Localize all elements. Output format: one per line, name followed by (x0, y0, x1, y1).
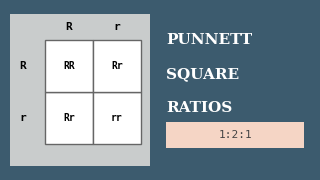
Text: PUNNETT: PUNNETT (166, 33, 252, 47)
FancyBboxPatch shape (93, 40, 141, 92)
Text: rr: rr (111, 113, 123, 123)
Text: RATIOS: RATIOS (166, 101, 233, 115)
Text: 1:2:1: 1:2:1 (218, 130, 252, 140)
Text: R: R (65, 22, 72, 32)
FancyBboxPatch shape (93, 92, 141, 144)
FancyBboxPatch shape (45, 92, 93, 144)
Text: Rr: Rr (111, 61, 123, 71)
Text: SQUARE: SQUARE (166, 67, 240, 81)
Text: Rr: Rr (63, 113, 75, 123)
FancyBboxPatch shape (166, 122, 304, 148)
Text: R: R (19, 61, 26, 71)
Text: RR: RR (63, 61, 75, 71)
Text: r: r (113, 22, 120, 32)
Text: r: r (19, 113, 26, 123)
FancyBboxPatch shape (10, 14, 150, 166)
FancyBboxPatch shape (45, 40, 93, 92)
